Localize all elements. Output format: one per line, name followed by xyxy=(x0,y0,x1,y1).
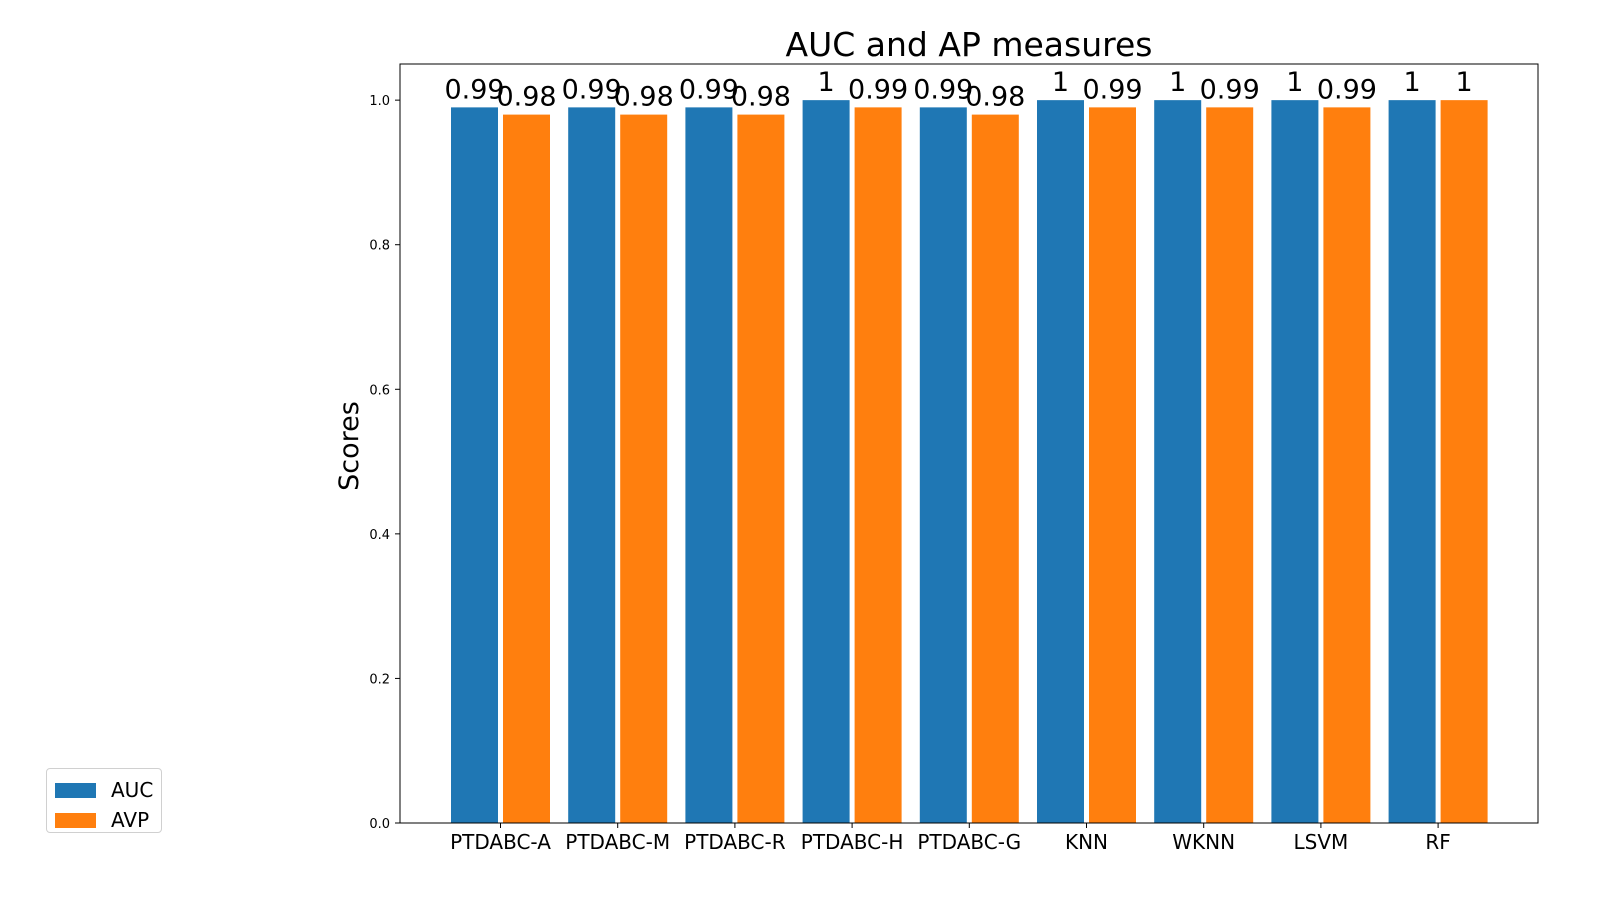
legend-item-auc: AUC xyxy=(55,778,154,802)
y-tick-label-0-6: 0.6 xyxy=(369,383,390,398)
legend-swatch-avp xyxy=(55,812,96,828)
bar-avp-rf xyxy=(1440,100,1488,823)
data-label-auc-knn: 1 xyxy=(1052,67,1069,98)
x-tick-label-knn: KNN xyxy=(1065,830,1108,854)
data-label-avp-ptdabc-r: 0.98 xyxy=(731,82,791,113)
bars-layer xyxy=(451,100,1488,824)
bar-auc-ptdabc-h xyxy=(802,100,850,823)
bar-auc-knn xyxy=(1037,100,1084,823)
chart-title: AUC and AP measures xyxy=(786,25,1153,64)
bar-auc-wknn xyxy=(1154,100,1202,823)
legend-label-avp: AVP xyxy=(111,808,150,832)
y-tick-label-0-8: 0.8 xyxy=(369,239,390,254)
legend-swatch-auc xyxy=(55,782,96,798)
bar-auc-rf xyxy=(1388,100,1436,823)
data-label-auc-ptdabc-r: 0.99 xyxy=(679,74,739,105)
y-tick-label-0-4: 0.4 xyxy=(369,528,390,543)
data-labels-layer: 0.990.98 0.990.98 0.990.98 1 0.99 0.990.98 1 0.… xyxy=(444,67,1472,112)
ticks-layer: PTDABC-A PTDABC-M PTDABC-R PTDABC-H PTDABC-G… xyxy=(369,94,1450,854)
bar-avp-ptdabc-r xyxy=(737,114,785,824)
data-label-avp-ptdabc-h: 0.99 xyxy=(848,74,908,105)
data-label-auc-rf: 1 xyxy=(1404,67,1421,98)
data-label-auc-ptdabc-a: 0.99 xyxy=(444,74,504,105)
y-tick-label-0-2: 0.2 xyxy=(369,672,390,687)
bar-auc-ptdabc-g xyxy=(919,107,967,823)
x-tick-label-ptdabc-a: PTDABC-A xyxy=(450,830,551,854)
x-tick-label-ptdabc-g: PTDABC-G xyxy=(917,830,1021,854)
data-label-avp-lsvm: 0.99 xyxy=(1317,74,1377,105)
data-label-avp-wknn: 0.99 xyxy=(1200,74,1260,105)
x-tick-label-rf: RF xyxy=(1425,830,1450,854)
bar-auc-ptdabc-r xyxy=(685,107,733,823)
bar-avp-knn xyxy=(1089,107,1136,823)
x-tick-label-ptdabc-m: PTDABC-M xyxy=(565,830,670,854)
bar-avp-wknn xyxy=(1206,107,1254,823)
legend-item-avp: AVP xyxy=(55,808,150,832)
data-label-auc-wknn: 1 xyxy=(1169,67,1186,98)
data-label-auc-ptdabc-h: 1 xyxy=(818,67,835,98)
y-tick-label-1-0: 1.0 xyxy=(369,94,390,109)
data-label-avp-rf: 1 xyxy=(1456,67,1473,98)
data-label-auc-ptdabc-g: 0.99 xyxy=(913,74,973,105)
legend-label-auc: AUC xyxy=(111,778,154,802)
bar-avp-lsvm xyxy=(1323,107,1371,823)
plot-frame xyxy=(399,63,1539,824)
x-tick-label-lsvm: LSVM xyxy=(1294,830,1349,854)
data-label-avp-ptdabc-a: 0.98 xyxy=(496,82,556,113)
legend: AUC AVP xyxy=(46,768,162,833)
y-axis-label: Scores xyxy=(334,401,365,491)
x-tick-label-ptdabc-r: PTDABC-R xyxy=(684,830,786,854)
bar-auc-lsvm xyxy=(1271,100,1319,823)
data-label-avp-ptdabc-m: 0.98 xyxy=(614,82,674,113)
data-label-auc-ptdabc-m: 0.99 xyxy=(562,74,622,105)
data-label-avp-ptdabc-g: 0.98 xyxy=(965,82,1025,113)
data-label-avp-knn: 0.99 xyxy=(1082,74,1142,105)
bar-auc-ptdabc-m xyxy=(568,107,616,823)
y-tick-label-0-0: 0.0 xyxy=(369,817,390,832)
bar-avp-ptdabc-a xyxy=(503,114,550,824)
bar-avp-ptdabc-g xyxy=(971,114,1019,824)
bar-avp-ptdabc-h xyxy=(854,107,902,823)
bar-avp-ptdabc-m xyxy=(620,114,668,824)
data-label-auc-lsvm: 1 xyxy=(1286,67,1303,98)
x-tick-label-ptdabc-h: PTDABC-H xyxy=(801,830,904,854)
x-tick-label-wknn: WKNN xyxy=(1172,830,1235,854)
bar-auc-ptdabc-a xyxy=(451,107,498,823)
